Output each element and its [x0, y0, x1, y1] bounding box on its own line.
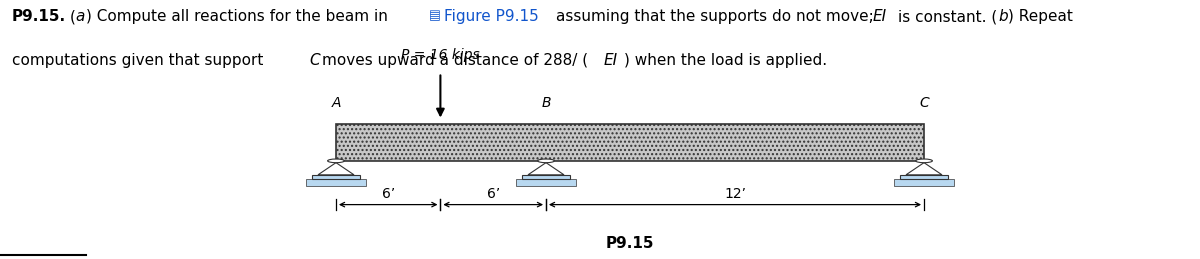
Text: ) Compute all reactions for the beam in: ) Compute all reactions for the beam in [86, 9, 389, 24]
Text: 12’: 12’ [724, 187, 746, 201]
Text: B: B [541, 96, 551, 110]
Circle shape [916, 159, 932, 163]
Text: EI: EI [604, 53, 618, 68]
Text: b: b [998, 9, 1008, 24]
Text: P9.15: P9.15 [606, 236, 654, 251]
Text: C: C [919, 96, 929, 110]
Text: P9.15.: P9.15. [12, 9, 66, 24]
Text: 6’: 6’ [486, 187, 500, 201]
Text: ) Repeat: ) Repeat [1008, 9, 1073, 24]
Bar [522, 175, 570, 179]
Text: assuming that the supports do not move;: assuming that the supports do not move; [556, 9, 874, 24]
Text: moves upward a distance of 288/ (: moves upward a distance of 288/ ( [322, 53, 588, 68]
Text: a: a [76, 9, 85, 24]
Bar [336, 124, 924, 161]
Bar [312, 175, 360, 179]
Text: 6’: 6’ [382, 187, 395, 201]
Circle shape [538, 159, 554, 163]
Polygon shape [318, 163, 354, 175]
Text: is constant. (: is constant. ( [898, 9, 997, 24]
Circle shape [328, 159, 344, 163]
Text: P = 16 kips: P = 16 kips [401, 48, 480, 62]
Text: ) when the load is applied.: ) when the load is applied. [624, 53, 827, 68]
Polygon shape [906, 163, 942, 175]
Polygon shape [528, 163, 564, 175]
Text: A: A [331, 96, 341, 110]
Bar [894, 179, 954, 186]
Text: C: C [310, 53, 320, 68]
Bar [306, 179, 366, 186]
Bar [516, 179, 576, 186]
Text: ▤: ▤ [428, 9, 440, 22]
Text: (: ( [70, 9, 76, 24]
Text: EI: EI [872, 9, 887, 24]
Bar [900, 175, 948, 179]
Text: Figure P9.15: Figure P9.15 [444, 9, 539, 24]
Text: computations given that support: computations given that support [12, 53, 263, 68]
